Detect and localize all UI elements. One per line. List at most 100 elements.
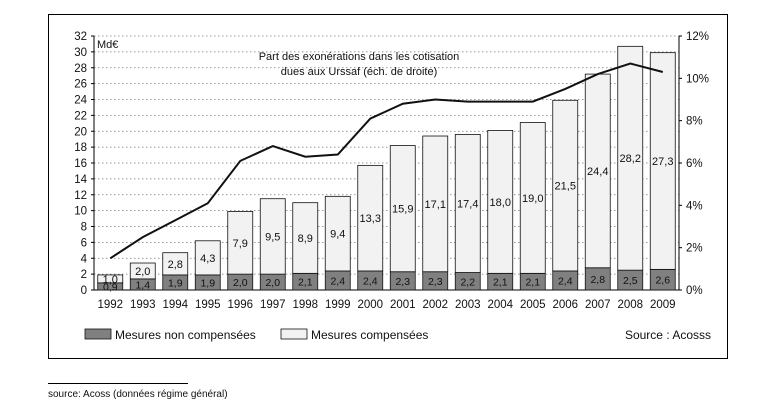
bar-label-compensees: 17,1 <box>425 199 446 211</box>
bar-label-compensees: 21,5 <box>555 181 576 193</box>
y-left-unit: Md€ <box>97 39 118 51</box>
bar-label-non-compensees: 2,5 <box>623 275 638 287</box>
bar-label-compensees: 27,3 <box>652 156 673 168</box>
exonerations-chart: 024681012141618202224262830320%2%4%6%8%1… <box>74 31 711 342</box>
bar-compensees <box>552 99 579 272</box>
y-right-tick-label: 2% <box>686 243 703 255</box>
bar-compensees <box>324 195 351 272</box>
legend-label-compensees: Mesures compensées <box>311 328 428 342</box>
x-tick-label: 1993 <box>130 299 156 311</box>
footnote-text: source: Acoss (données régime général) <box>48 389 228 400</box>
y-left-tick-label: 24 <box>74 95 87 107</box>
x-tick-label: 1999 <box>325 299 351 311</box>
y-right-tick-label: 4% <box>686 200 703 212</box>
line-part-exonerations <box>109 62 664 260</box>
bar-label-compensees: 15,9 <box>392 204 413 216</box>
y-left-tick-label: 30 <box>74 47 87 59</box>
y-left-tick-label: 20 <box>74 126 87 138</box>
y-left-tick-label: 22 <box>74 110 87 122</box>
bar-compensees <box>129 262 156 280</box>
bar-label-non-compensees: 2,6 <box>655 275 670 287</box>
bar-compensees <box>422 135 449 273</box>
y-left-tick-label: 12 <box>74 190 87 202</box>
bar-compensees <box>292 202 319 274</box>
bar-label-compensees: 19,0 <box>522 193 543 205</box>
y-left-tick-label: 18 <box>74 142 87 154</box>
bar-label-compensees: 8,9 <box>298 233 313 245</box>
bar-label-non-compensees: 2,3 <box>428 276 443 288</box>
bar-label-non-compensees: 2,4 <box>330 275 345 287</box>
y-left-tick-label: 6 <box>81 237 87 249</box>
y-left-tick-label: 0 <box>81 285 87 297</box>
source-inside-label: Source : Acosss <box>625 328 711 342</box>
bar-label-compensees: 13,3 <box>360 213 381 225</box>
y-left-tick-label: 26 <box>74 79 87 91</box>
bar-label-compensees: 28,2 <box>620 153 641 165</box>
y-left-tick-label: 10 <box>74 206 87 218</box>
y-left-tick-label: 28 <box>74 63 87 75</box>
legend-swatch-compensees <box>280 328 308 340</box>
x-tick-label: 2003 <box>455 299 481 311</box>
x-tick-label: 2008 <box>617 299 643 311</box>
bar-label-compensees: 7,9 <box>233 238 248 250</box>
bar-compensees <box>584 73 611 269</box>
bar-compensees <box>519 122 546 274</box>
legend-label-non-compensees: Mesures non compensées <box>115 328 256 342</box>
x-tick-label: 2006 <box>552 299 578 311</box>
y-left-tick-label: 32 <box>74 31 87 43</box>
bar-label-non-compensees: 1,9 <box>200 277 215 289</box>
bar-label-compensees: 18,0 <box>490 197 511 209</box>
x-tick-label: 1995 <box>195 299 221 311</box>
bar-label-non-compensees: 2,8 <box>590 274 605 286</box>
x-tick-label: 1994 <box>162 299 188 311</box>
x-tick-label: 1996 <box>227 299 253 311</box>
y-left-tick-label: 4 <box>81 253 88 265</box>
x-tick-label: 2001 <box>390 299 416 311</box>
x-tick-label: 2004 <box>487 299 513 311</box>
bar-compensees <box>97 274 124 284</box>
bar-label-non-compensees: 0,9 <box>103 281 118 293</box>
bar-label-non-compensees: 2,3 <box>395 276 410 288</box>
bar-compensees <box>389 145 416 273</box>
y-left-tick-label: 16 <box>74 158 87 170</box>
bar-compensees <box>454 134 481 273</box>
y-right-tick-label: 0% <box>686 285 703 297</box>
bar-label-compensees: 1,0 <box>103 274 118 286</box>
y-right-tick-label: 12% <box>686 31 709 43</box>
bar-label-compensees: 9,5 <box>265 231 280 243</box>
bar-compensees <box>227 211 254 275</box>
y-left-tick-label: 2 <box>81 269 87 281</box>
x-tick-label: 1997 <box>260 299 286 311</box>
chart-frame: 0 2 4 6 8 10 12 14 16 18 20 22 24 26 28 30 32 0% 2% 4% 6% 8% 1… <box>48 14 728 359</box>
y-right-tick-label: 8% <box>686 116 703 128</box>
bar-label-compensees: 2,8 <box>168 259 183 271</box>
bar-label-compensees: 17,4 <box>457 198 478 210</box>
bar-label-non-compensees: 2,0 <box>265 277 280 289</box>
bar-compensees <box>487 130 514 274</box>
bar-label-compensees: 2,0 <box>135 266 150 278</box>
x-tick-label: 1992 <box>97 299 123 311</box>
line-annotation: Part des exonérations dans les cotisatio… <box>259 51 460 63</box>
bar-label-non-compensees: 2,1 <box>493 277 508 289</box>
bar-label-non-compensees: 2,0 <box>233 277 248 289</box>
bar-compensees <box>649 52 676 270</box>
bar-label-compensees: 9,4 <box>330 229 345 241</box>
y-right-tick-label: 10% <box>686 73 709 85</box>
bar-label-non-compensees: 2,1 <box>525 277 540 289</box>
bar-label-non-compensees: 2,4 <box>558 275 573 287</box>
bar-label-compensees: 24,4 <box>587 166 608 178</box>
bar-compensees <box>357 164 384 272</box>
bar-label-non-compensees: 2,4 <box>363 275 378 287</box>
x-tick-label: 2000 <box>357 299 383 311</box>
bar-label-non-compensees: 1,9 <box>168 277 183 289</box>
x-tick-label: 1998 <box>292 299 318 311</box>
y-left-tick-label: 8 <box>81 222 87 234</box>
legend-swatch-non-compensees <box>84 328 112 340</box>
bar-label-non-compensees: 1,4 <box>135 279 150 291</box>
x-tick-label: 2005 <box>520 299 546 311</box>
x-tick-label: 2007 <box>585 299 611 311</box>
x-tick-label: 2009 <box>650 299 676 311</box>
bar-label-compensees: 4,3 <box>200 253 215 265</box>
footnote-rule <box>48 383 188 384</box>
bar-compensees <box>259 198 286 275</box>
